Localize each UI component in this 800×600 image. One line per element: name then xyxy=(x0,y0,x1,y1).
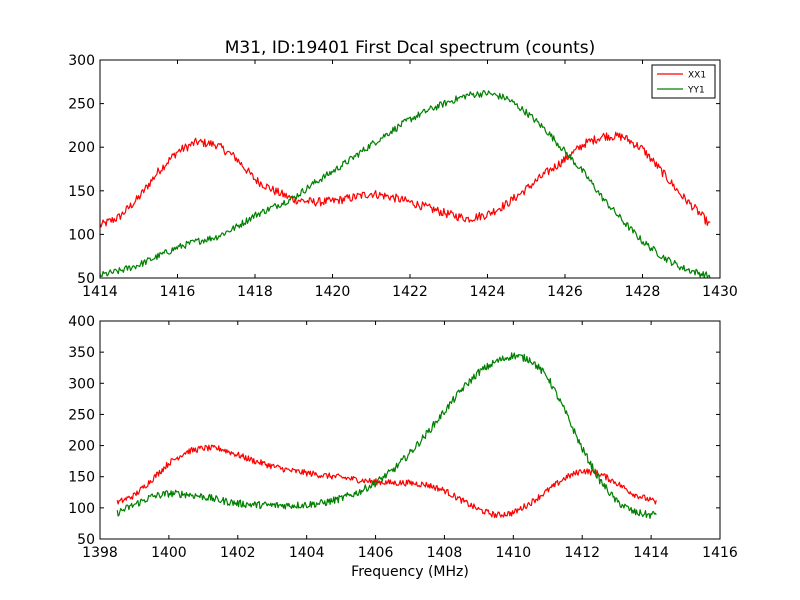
bottom-xtick-label: 1402 xyxy=(220,545,256,561)
top-ytick-label: 200 xyxy=(68,140,95,156)
top-series-yy1 xyxy=(100,90,711,278)
bottom-axes-frame xyxy=(99,320,721,540)
figure-title: M31, ID:19401 First Dcal spectrum (count… xyxy=(225,38,596,58)
top-xtick-label: 1428 xyxy=(625,284,661,300)
bottom-xtick-label: 1412 xyxy=(564,545,600,561)
top-series-xx1 xyxy=(100,131,711,228)
bottom-series-xx1 xyxy=(116,444,657,519)
legend-label-xx1: XX1 xyxy=(688,71,706,81)
top-ticks-group: 1414 1416 1418 1420 1422 1424 1426 1428 1430 50 10… xyxy=(68,53,738,300)
top-xtick-label: 1418 xyxy=(237,284,273,300)
top-xtick-label: 1414 xyxy=(82,284,118,300)
top-series-group xyxy=(100,90,711,278)
top-axes: 1414 1416 1418 1420 1422 1424 1426 1428 1430 50 10… xyxy=(68,53,738,300)
bottom-xtick-label: 1416 xyxy=(702,545,738,561)
top-xtick-label: 1420 xyxy=(315,284,351,300)
top-xtick-label: 1422 xyxy=(392,284,428,300)
bottom-ytick-label: 100 xyxy=(68,501,95,517)
bottom-xtick-label: 1414 xyxy=(633,545,669,561)
bottom-xtick-label: 1400 xyxy=(151,545,187,561)
bottom-ytick-label: 200 xyxy=(68,439,95,455)
top-xtick-label: 1416 xyxy=(160,284,196,300)
bottom-ticks-group: 1398 1400 1402 1404 1406 1408 1410 1412 1414 1416… xyxy=(68,314,738,561)
legend-box xyxy=(651,64,716,99)
legend[interactable]: XX1 YY1 xyxy=(651,64,716,99)
legend-label-yy1: YY1 xyxy=(687,86,705,96)
bottom-xtick-label: 1408 xyxy=(427,545,463,561)
bottom-ytick-label: 300 xyxy=(68,376,95,392)
bottom-xtick-label: 1406 xyxy=(358,545,394,561)
top-axes-background xyxy=(100,60,720,278)
bottom-ytick-label: 50 xyxy=(77,532,95,548)
top-ytick-label: 150 xyxy=(68,184,95,200)
top-xtick-label: 1426 xyxy=(547,284,583,300)
bottom-ytick-label: 250 xyxy=(68,407,95,423)
top-xtick-label: 1424 xyxy=(470,284,506,300)
top-xtick-label: 1430 xyxy=(702,284,738,300)
bottom-xtick-label: 1398 xyxy=(82,545,118,561)
bottom-axes-background xyxy=(100,321,720,539)
top-ytick-label: 100 xyxy=(68,227,95,243)
top-ytick-label: 300 xyxy=(68,53,95,69)
bottom-series-yy1 xyxy=(116,352,657,519)
bottom-series-group xyxy=(116,352,657,519)
bottom-xtick-label: 1404 xyxy=(289,545,325,561)
bottom-axes: 1398 1400 1402 1404 1406 1408 1410 1412 1414 1416… xyxy=(68,314,738,561)
bottom-ytick-label: 150 xyxy=(68,470,95,486)
top-axes-frame xyxy=(99,59,721,279)
top-ytick-label: 250 xyxy=(68,97,95,113)
bottom-ytick-label: 350 xyxy=(68,345,95,361)
bottom-ytick-label: 400 xyxy=(68,314,95,330)
top-ytick-label: 50 xyxy=(77,271,95,287)
bottom-xtick-label: 1410 xyxy=(496,545,532,561)
x-axis-label: Frequency (MHz) xyxy=(351,564,469,580)
